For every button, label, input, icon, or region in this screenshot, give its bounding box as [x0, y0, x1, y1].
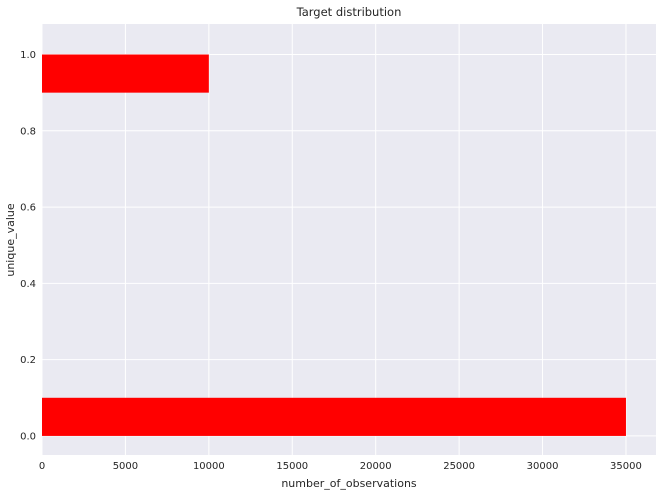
y-tick-label: 0.4 [20, 279, 36, 290]
x-tick-label: 35000 [610, 461, 642, 472]
x-tick-label: 20000 [360, 461, 392, 472]
x-tick-label: 5000 [113, 461, 138, 472]
plot-area [42, 24, 656, 455]
x-tick-label: 30000 [527, 461, 559, 472]
x-axis-label: number_of_observations [281, 477, 417, 490]
y-tick-label: 0.8 [20, 126, 36, 137]
x-tick-label: 10000 [193, 461, 225, 472]
y-tick-label: 0.0 [20, 431, 36, 442]
x-tick-label: 0 [39, 461, 45, 472]
y-axis-label: unique_value [4, 203, 17, 276]
x-tick-label: 25000 [443, 461, 475, 472]
y-axis-ticks: 0.0 0.2 0.4 0.6 0.8 1.0 [20, 50, 36, 442]
bars [42, 54, 626, 436]
x-tick-label: 15000 [276, 461, 308, 472]
x-axis-ticks: 0 5000 10000 15000 20000 25000 30000 35000 [39, 461, 642, 472]
bar-1 [42, 54, 209, 93]
chart-title: Target distribution [296, 5, 402, 19]
y-tick-label: 1.0 [20, 50, 36, 61]
y-tick-label: 0.6 [20, 203, 36, 214]
bar-0 [42, 397, 626, 436]
y-tick-label: 0.2 [20, 355, 36, 366]
